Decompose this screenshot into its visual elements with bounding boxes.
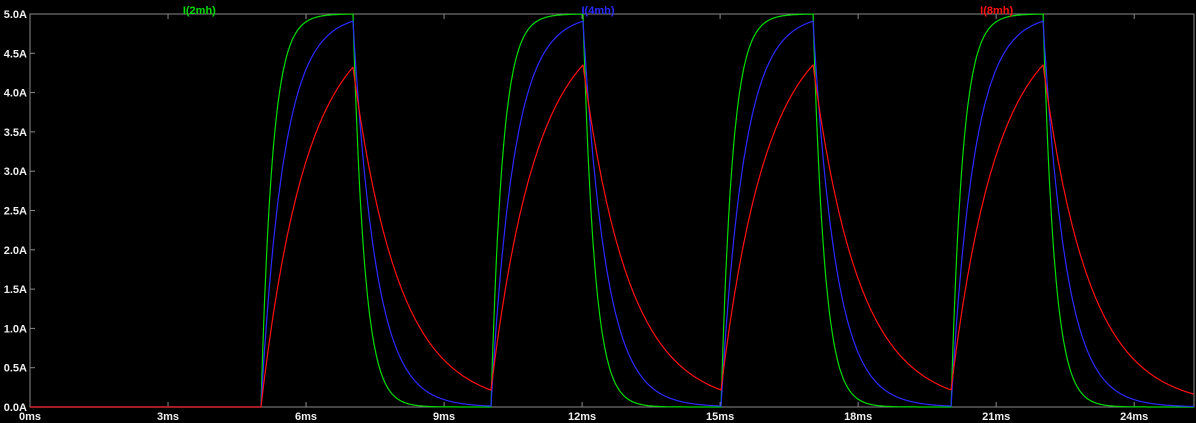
x-tick-label: 12ms bbox=[568, 411, 596, 423]
y-tick-label: 0.0A bbox=[4, 402, 27, 414]
y-tick-label: 3.5A bbox=[4, 127, 27, 139]
x-tick-label: 6ms bbox=[295, 411, 317, 423]
y-tick-label: 2.0A bbox=[4, 245, 27, 257]
y-tick-label: 0.5A bbox=[4, 363, 27, 375]
legend-col-1: I(2mh) bbox=[0, 1, 399, 19]
y-tick-label: 1.0A bbox=[4, 323, 27, 335]
x-tick-label: 21ms bbox=[982, 411, 1010, 423]
x-tick-label: 9ms bbox=[433, 411, 455, 423]
trace-label-2mh[interactable]: I(2mh) bbox=[182, 5, 216, 17]
trace-I(4mh) bbox=[30, 20, 1195, 408]
trace-label-4mh[interactable]: I(4mh) bbox=[581, 5, 615, 17]
y-tick-label: 2.5A bbox=[4, 206, 27, 218]
x-tick-label: 0ms bbox=[19, 411, 41, 423]
legend-col-2: I(4mh) bbox=[399, 1, 798, 19]
legend-col-3: I(8mh) bbox=[797, 1, 1196, 19]
y-tick-label: 1.5A bbox=[4, 284, 27, 296]
y-tick-label: 5.0A bbox=[4, 9, 27, 21]
trace-label-8mh[interactable]: I(8mh) bbox=[980, 5, 1014, 17]
trace-I(2mh) bbox=[30, 13, 1194, 408]
x-tick-label: 24ms bbox=[1120, 411, 1148, 423]
axis-frame bbox=[29, 13, 1195, 408]
y-tick-label: 4.5A bbox=[4, 48, 27, 60]
y-tick-label: 3.0A bbox=[4, 166, 27, 178]
trace-I(8mh) bbox=[30, 64, 1195, 408]
legend: I(2mh) I(4mh) I(8mh) bbox=[0, 1, 1196, 19]
x-tick-label: 3ms bbox=[157, 411, 179, 423]
x-tick-label: 15ms bbox=[706, 411, 734, 423]
y-tick-label: 4.0A bbox=[4, 88, 27, 100]
x-tick-label: 18ms bbox=[844, 411, 872, 423]
